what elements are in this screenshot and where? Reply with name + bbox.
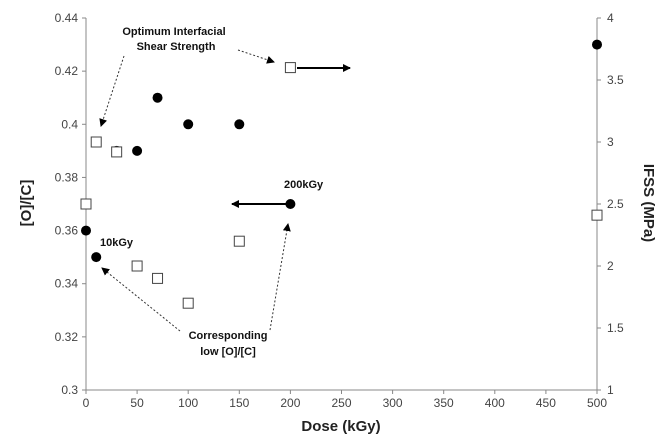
y-tick-label: 0.44 <box>55 11 79 25</box>
oc-ratio-point <box>285 199 296 209</box>
annotation-optimum-line1: Optimum Interfacial <box>122 26 225 38</box>
axes <box>85 18 598 391</box>
tick-labels: 0 50 100 150 200 250 300 350 400 450 500 0.3 0.32 0.3… <box>55 11 624 410</box>
oc-ratio-point <box>81 225 91 236</box>
y-tick-label: 0.42 <box>55 64 79 78</box>
ifss-point <box>591 209 603 221</box>
y2-tick-label: 1.5 <box>607 321 624 335</box>
y-tick-label: 0.3 <box>61 383 78 397</box>
optimum-pointer-arrow <box>99 55 125 127</box>
y-tick-label: 0.36 <box>55 224 79 238</box>
x-tick-label: 350 <box>434 396 454 410</box>
corresponding-pointer-arrow <box>101 267 181 332</box>
y-axis-title: [O]/[C] <box>18 180 35 227</box>
ifss-point <box>233 235 245 247</box>
optimum-pointer-arrow <box>237 49 275 64</box>
oc-ratio-point <box>132 145 143 156</box>
x-tick-label: 200 <box>280 396 300 410</box>
ifss-point <box>111 146 123 158</box>
y2-tick-label: 2 <box>607 259 614 273</box>
y-tick-label: 0.34 <box>55 277 79 291</box>
y-tick-label: 0.4 <box>61 117 78 131</box>
y-tick-label: 0.32 <box>55 330 79 344</box>
x-tick-label: 50 <box>130 396 144 410</box>
ifss-point <box>90 136 102 148</box>
annotation-optimum-line2: Shear Strength <box>137 41 216 53</box>
ifss-point <box>131 260 143 272</box>
annotation-corresponding-line1: Corresponding <box>189 330 268 342</box>
ifss-point <box>80 198 92 210</box>
x-tick-label: 250 <box>331 396 351 410</box>
ifss-point <box>284 62 296 74</box>
x-tick-label: 300 <box>383 396 403 410</box>
y2-tick-label: 4 <box>607 11 614 25</box>
corresponding-pointer-arrow <box>269 223 291 331</box>
y2-tick-label: 3 <box>607 135 614 149</box>
ifss-point <box>152 272 164 284</box>
y2-axis-title: IFSS (MPa) <box>640 164 657 242</box>
oc-ratio-point <box>592 39 602 50</box>
oc-ratio-point <box>91 252 102 263</box>
oc-ratio-point <box>234 119 245 130</box>
oc-ratio-point <box>152 92 163 103</box>
x-tick-label: 0 <box>83 396 90 410</box>
x-tick-label: 400 <box>485 396 505 410</box>
arrows <box>99 49 351 332</box>
x-tick-label: 100 <box>178 396 198 410</box>
y-tick-label: 0.38 <box>55 170 79 184</box>
x-tick-label: 150 <box>229 396 249 410</box>
x-tick-label: 500 <box>587 396 607 410</box>
annotation-10kgy: 10kGy <box>100 237 134 249</box>
annotation-200kgy: 200kGy <box>284 179 324 191</box>
y2-tick-label: 1 <box>607 383 614 397</box>
oc-ratio-point <box>183 119 194 130</box>
y2-tick-label: 2.5 <box>607 197 624 211</box>
data-marks <box>80 39 603 309</box>
y2-tick-label: 3.5 <box>607 73 624 87</box>
ifss-point <box>182 297 194 309</box>
x-axis-title: Dose (kGy) <box>301 418 380 435</box>
annotation-corresponding-line2: low [O]/[C] <box>200 346 256 358</box>
x-tick-label: 450 <box>536 396 556 410</box>
